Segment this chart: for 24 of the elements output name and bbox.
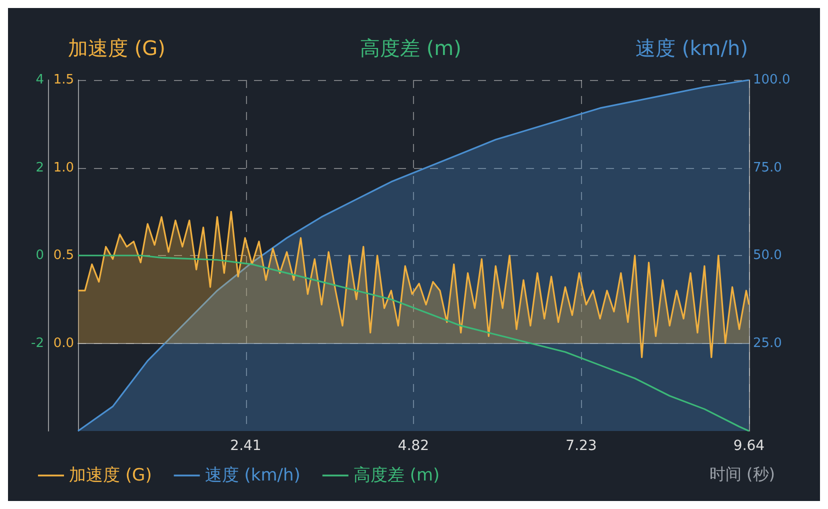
legend-label: 速度 (km/h) <box>204 466 300 486</box>
x-tick-label: 2.41 <box>230 438 262 454</box>
y-tick-label: 0.0 <box>53 336 74 351</box>
x-tick-label: 4.82 <box>398 438 430 454</box>
legend-label: 加速度 (G) <box>69 466 152 486</box>
legend-label: 高度差 (m) <box>353 466 440 486</box>
y2-tick-label: 75.0 <box>753 160 782 176</box>
y3-axis-title: 高度差 (m) <box>360 36 462 60</box>
y3-tick-label: 0 <box>36 248 44 263</box>
x-axis-title: 时间 (秒) <box>709 464 776 484</box>
x-tick-label: 9.64 <box>733 438 765 454</box>
y-tick-label: 1.0 <box>53 160 74 176</box>
y2-axis-title: 速度 (km/h) <box>636 36 748 60</box>
y3-tick-label: -2 <box>31 336 44 351</box>
y3-tick-label: 2 <box>36 160 44 176</box>
y-tick-label: 0.5 <box>53 248 74 263</box>
y2-tick-label: 25.0 <box>753 336 782 351</box>
line-series <box>77 254 750 432</box>
y-tick-label: 1.5 <box>53 72 74 88</box>
y-axis-title: 加速度 (G) <box>68 36 166 60</box>
x-tick-label: 7.23 <box>566 438 597 454</box>
y2-tick-label: 50.0 <box>753 248 782 263</box>
y2-tick-label: 100.0 <box>753 72 790 88</box>
y3-tick-label: 4 <box>36 72 44 88</box>
